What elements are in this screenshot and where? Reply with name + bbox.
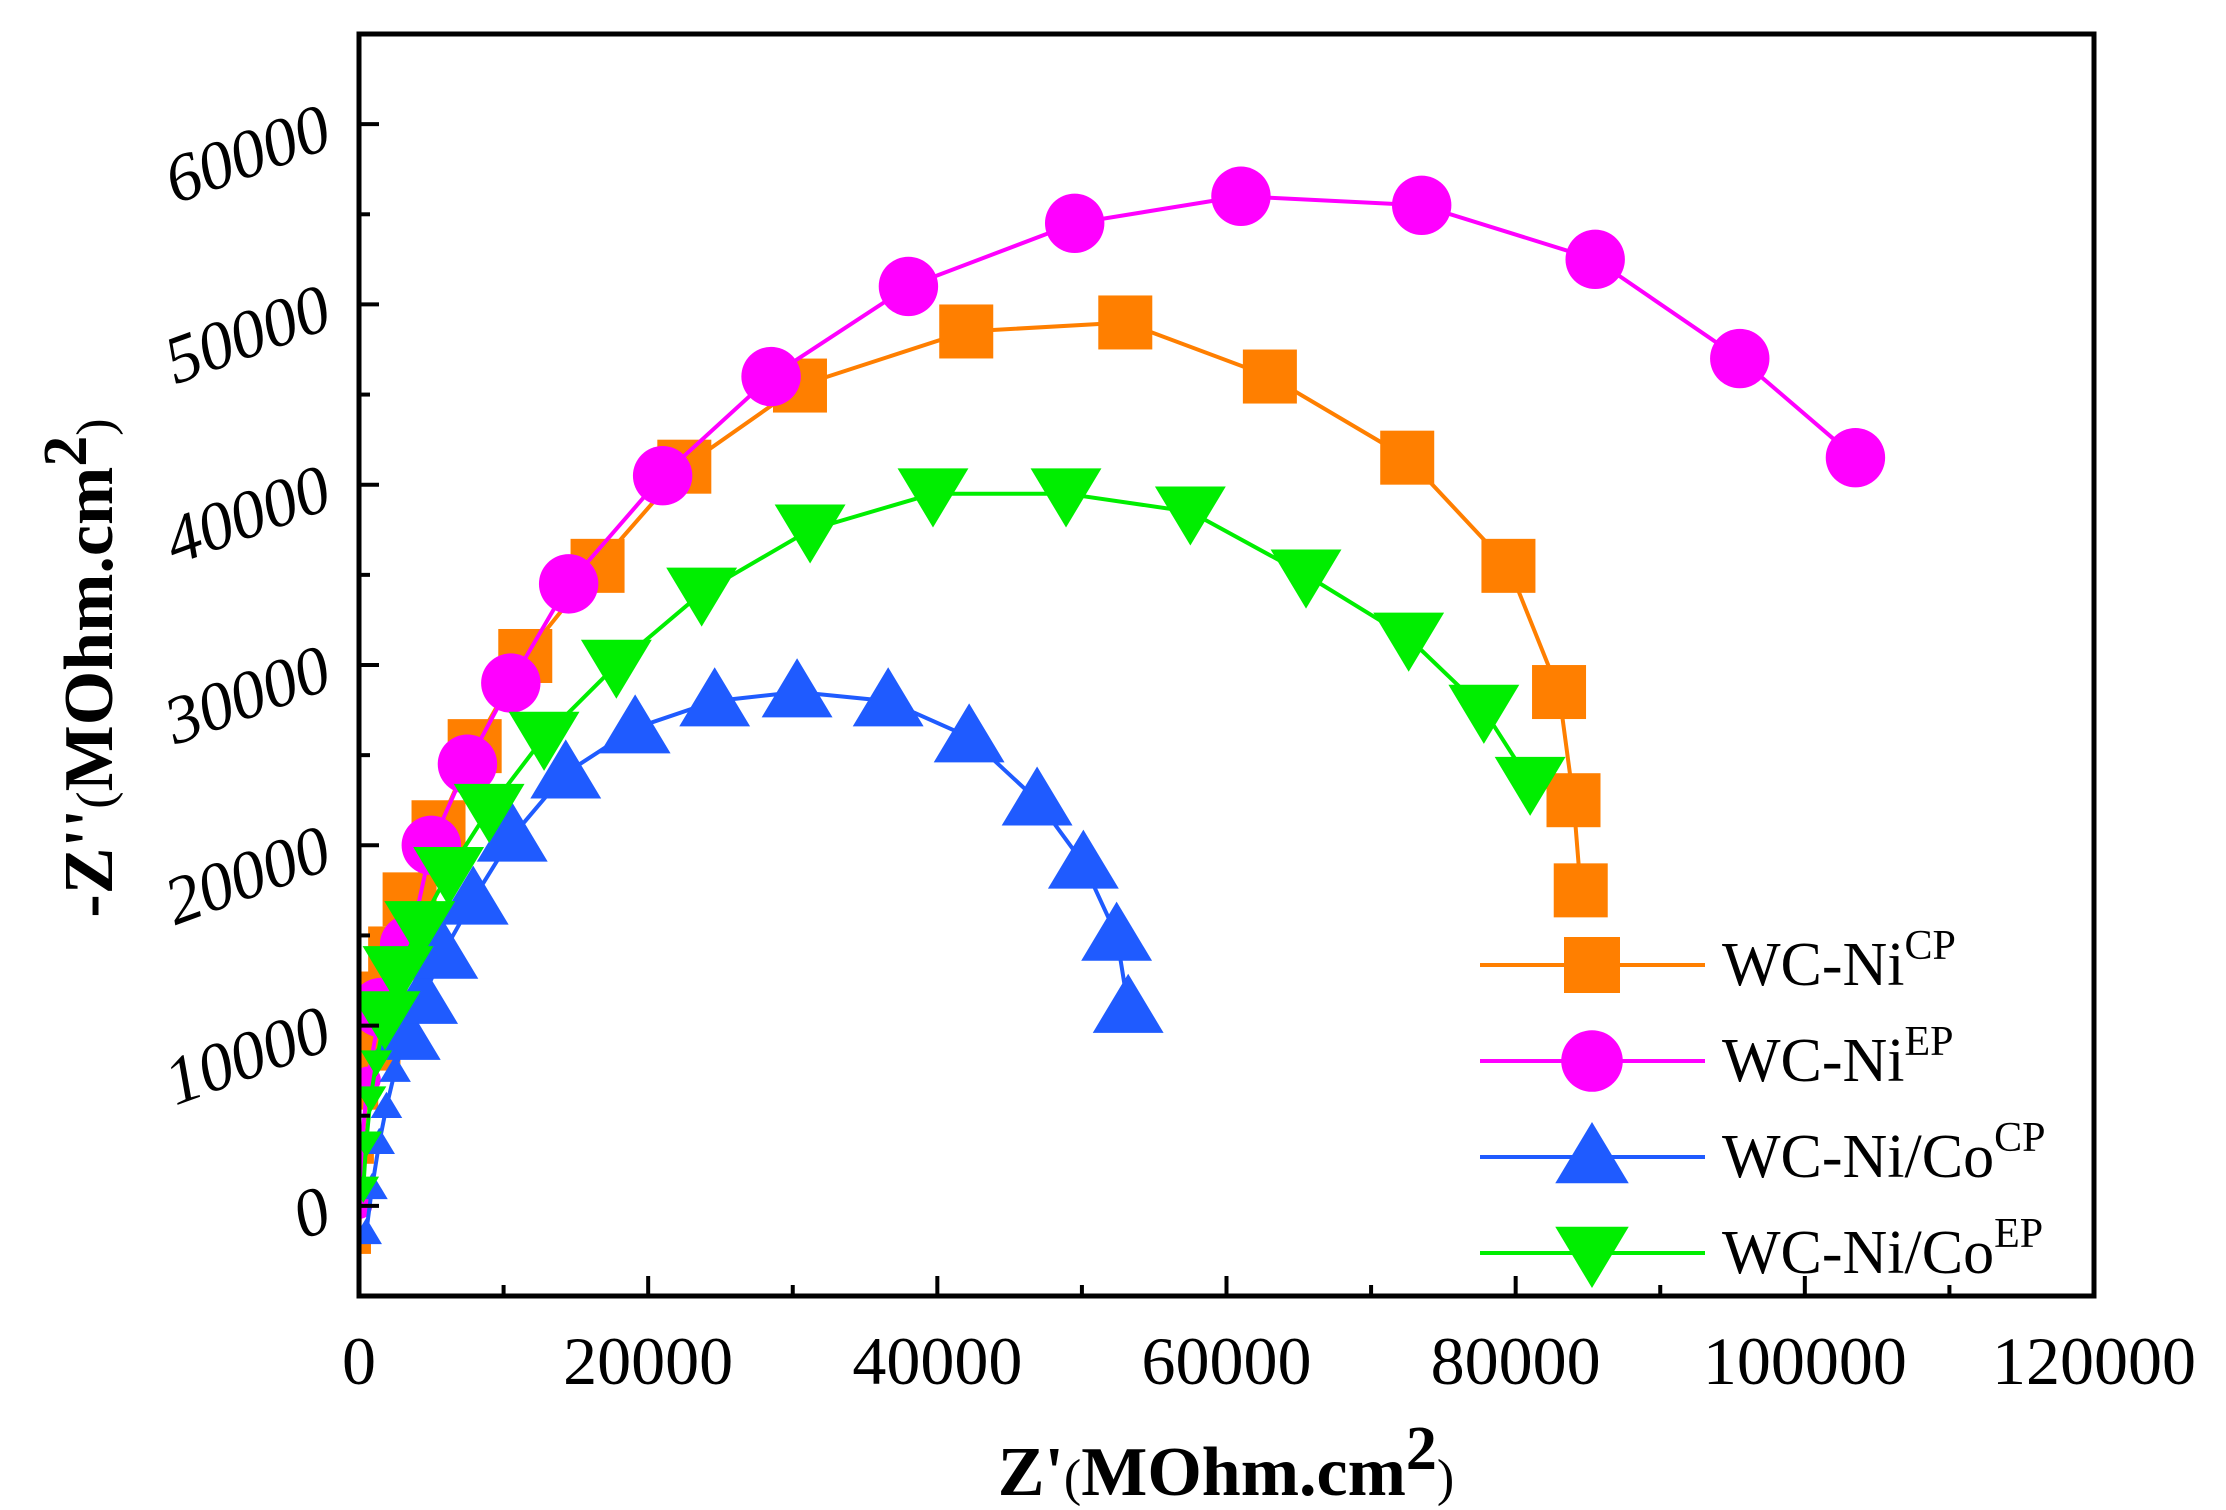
- data-point: [599, 694, 671, 754]
- data-point: [379, 1055, 411, 1082]
- data-point: [1532, 665, 1587, 720]
- ticks-layer: [357, 32, 2096, 1298]
- data-point: [741, 346, 801, 407]
- legend-label: WC-NiEP: [1722, 1019, 1954, 1095]
- data-point: [359, 1086, 387, 1113]
- legend-item: WC-Ni/CoEP: [1480, 1211, 2043, 1288]
- data-point: [774, 504, 846, 564]
- series-layer: [359, 166, 1886, 1254]
- data-point: [481, 653, 541, 713]
- x-axis-title: Z'(MOhm.cm2): [998, 1415, 1454, 1510]
- data-point: [362, 946, 434, 1006]
- data-point: [1825, 427, 1886, 488]
- data-point: [1047, 829, 1119, 889]
- y-axis-title-open: (: [67, 791, 124, 808]
- data-point: [1270, 549, 1342, 609]
- data-point: [476, 802, 548, 862]
- x-tick-label: 120000: [1992, 1323, 2196, 1399]
- data-point: [370, 1091, 403, 1118]
- legend-item: WC-NiCP: [1480, 923, 1956, 999]
- legend-label: WC-NiCP: [1722, 923, 1956, 999]
- data-point: [1373, 612, 1445, 672]
- data-point: [1211, 166, 1271, 226]
- x-axis-title-close: ): [1437, 1450, 1454, 1507]
- legend-marker: [1561, 1030, 1623, 1092]
- data-point: [384, 901, 456, 961]
- x-tick-label: 100000: [1703, 1323, 1907, 1399]
- data-point: [933, 703, 1005, 763]
- data-point: [1553, 863, 1608, 918]
- data-point: [1710, 328, 1770, 389]
- data-point: [437, 865, 509, 925]
- legend-label: WC-Ni/CoCP: [1722, 1115, 2045, 1191]
- data-point: [852, 667, 924, 727]
- data-point: [580, 639, 652, 699]
- data-point: [761, 658, 833, 718]
- data-point: [1001, 766, 1073, 826]
- data-point: [359, 991, 421, 1051]
- data-point: [1081, 901, 1153, 961]
- series-3: [359, 468, 1566, 1203]
- data-point: [359, 1131, 382, 1158]
- data-point: [530, 739, 602, 799]
- legend-label: WC-Ni/CoEP: [1722, 1211, 2043, 1287]
- y-axis-title-sup: 2: [32, 436, 100, 467]
- series-2: [359, 658, 1164, 1245]
- x-tick-label: 20000: [563, 1323, 733, 1399]
- x-axis-title-base: Z': [998, 1434, 1064, 1510]
- x-tick-label: 60000: [1142, 1323, 1312, 1399]
- data-point: [666, 567, 738, 627]
- data-point: [939, 304, 994, 359]
- x-tick-label: 40000: [852, 1323, 1022, 1399]
- legend-marker: [1555, 1122, 1629, 1184]
- data-point: [453, 783, 525, 843]
- data-point: [538, 554, 599, 614]
- legend-marker: [1555, 1226, 1629, 1288]
- data-point: [508, 711, 580, 771]
- y-axis-title-close: ): [67, 418, 124, 435]
- y-axis-title: -Z''(MOhm.cm2): [32, 418, 128, 917]
- x-axis-title-open: (: [1064, 1450, 1081, 1507]
- data-point: [1154, 486, 1226, 546]
- data-point: [437, 734, 498, 794]
- y-axis-title-unit: MOhm.cm: [51, 467, 128, 792]
- data-point: [1242, 349, 1297, 404]
- data-point: [359, 1217, 382, 1245]
- data-point: [359, 1176, 380, 1203]
- data-point: [1044, 193, 1105, 253]
- data-point: [1494, 756, 1566, 816]
- data-point: [407, 919, 479, 979]
- x-axis-title-unit: MOhm.cm: [1081, 1434, 1406, 1510]
- data-point: [413, 847, 485, 907]
- legend-marker: [1564, 937, 1620, 993]
- data-point: [897, 468, 969, 528]
- data-point: [1448, 684, 1520, 744]
- x-axis-title-sup: 2: [1406, 1415, 1437, 1483]
- legend-item: WC-NiEP: [1480, 1019, 1954, 1095]
- data-point: [679, 667, 751, 727]
- data-point: [1546, 773, 1601, 828]
- data-point: [1098, 295, 1153, 350]
- data-point: [1565, 229, 1625, 290]
- data-point: [1380, 430, 1435, 485]
- x-tick-label: 80000: [1431, 1323, 1601, 1399]
- legend-item: WC-Ni/CoCP: [1480, 1115, 2045, 1191]
- legend: WC-NiCP WC-NiEP WC-Ni/CoCP WC-Ni/CoEP: [1480, 923, 2045, 1288]
- x-tick-label: 0: [342, 1323, 376, 1399]
- data-point: [878, 256, 939, 317]
- data-point: [1481, 538, 1536, 593]
- data-point: [1391, 175, 1452, 235]
- data-point: [1030, 468, 1102, 528]
- data-point: [1092, 973, 1164, 1033]
- y-axis-title-base: -Z'': [51, 809, 128, 918]
- data-point: [632, 446, 693, 506]
- data-point: [360, 1050, 393, 1077]
